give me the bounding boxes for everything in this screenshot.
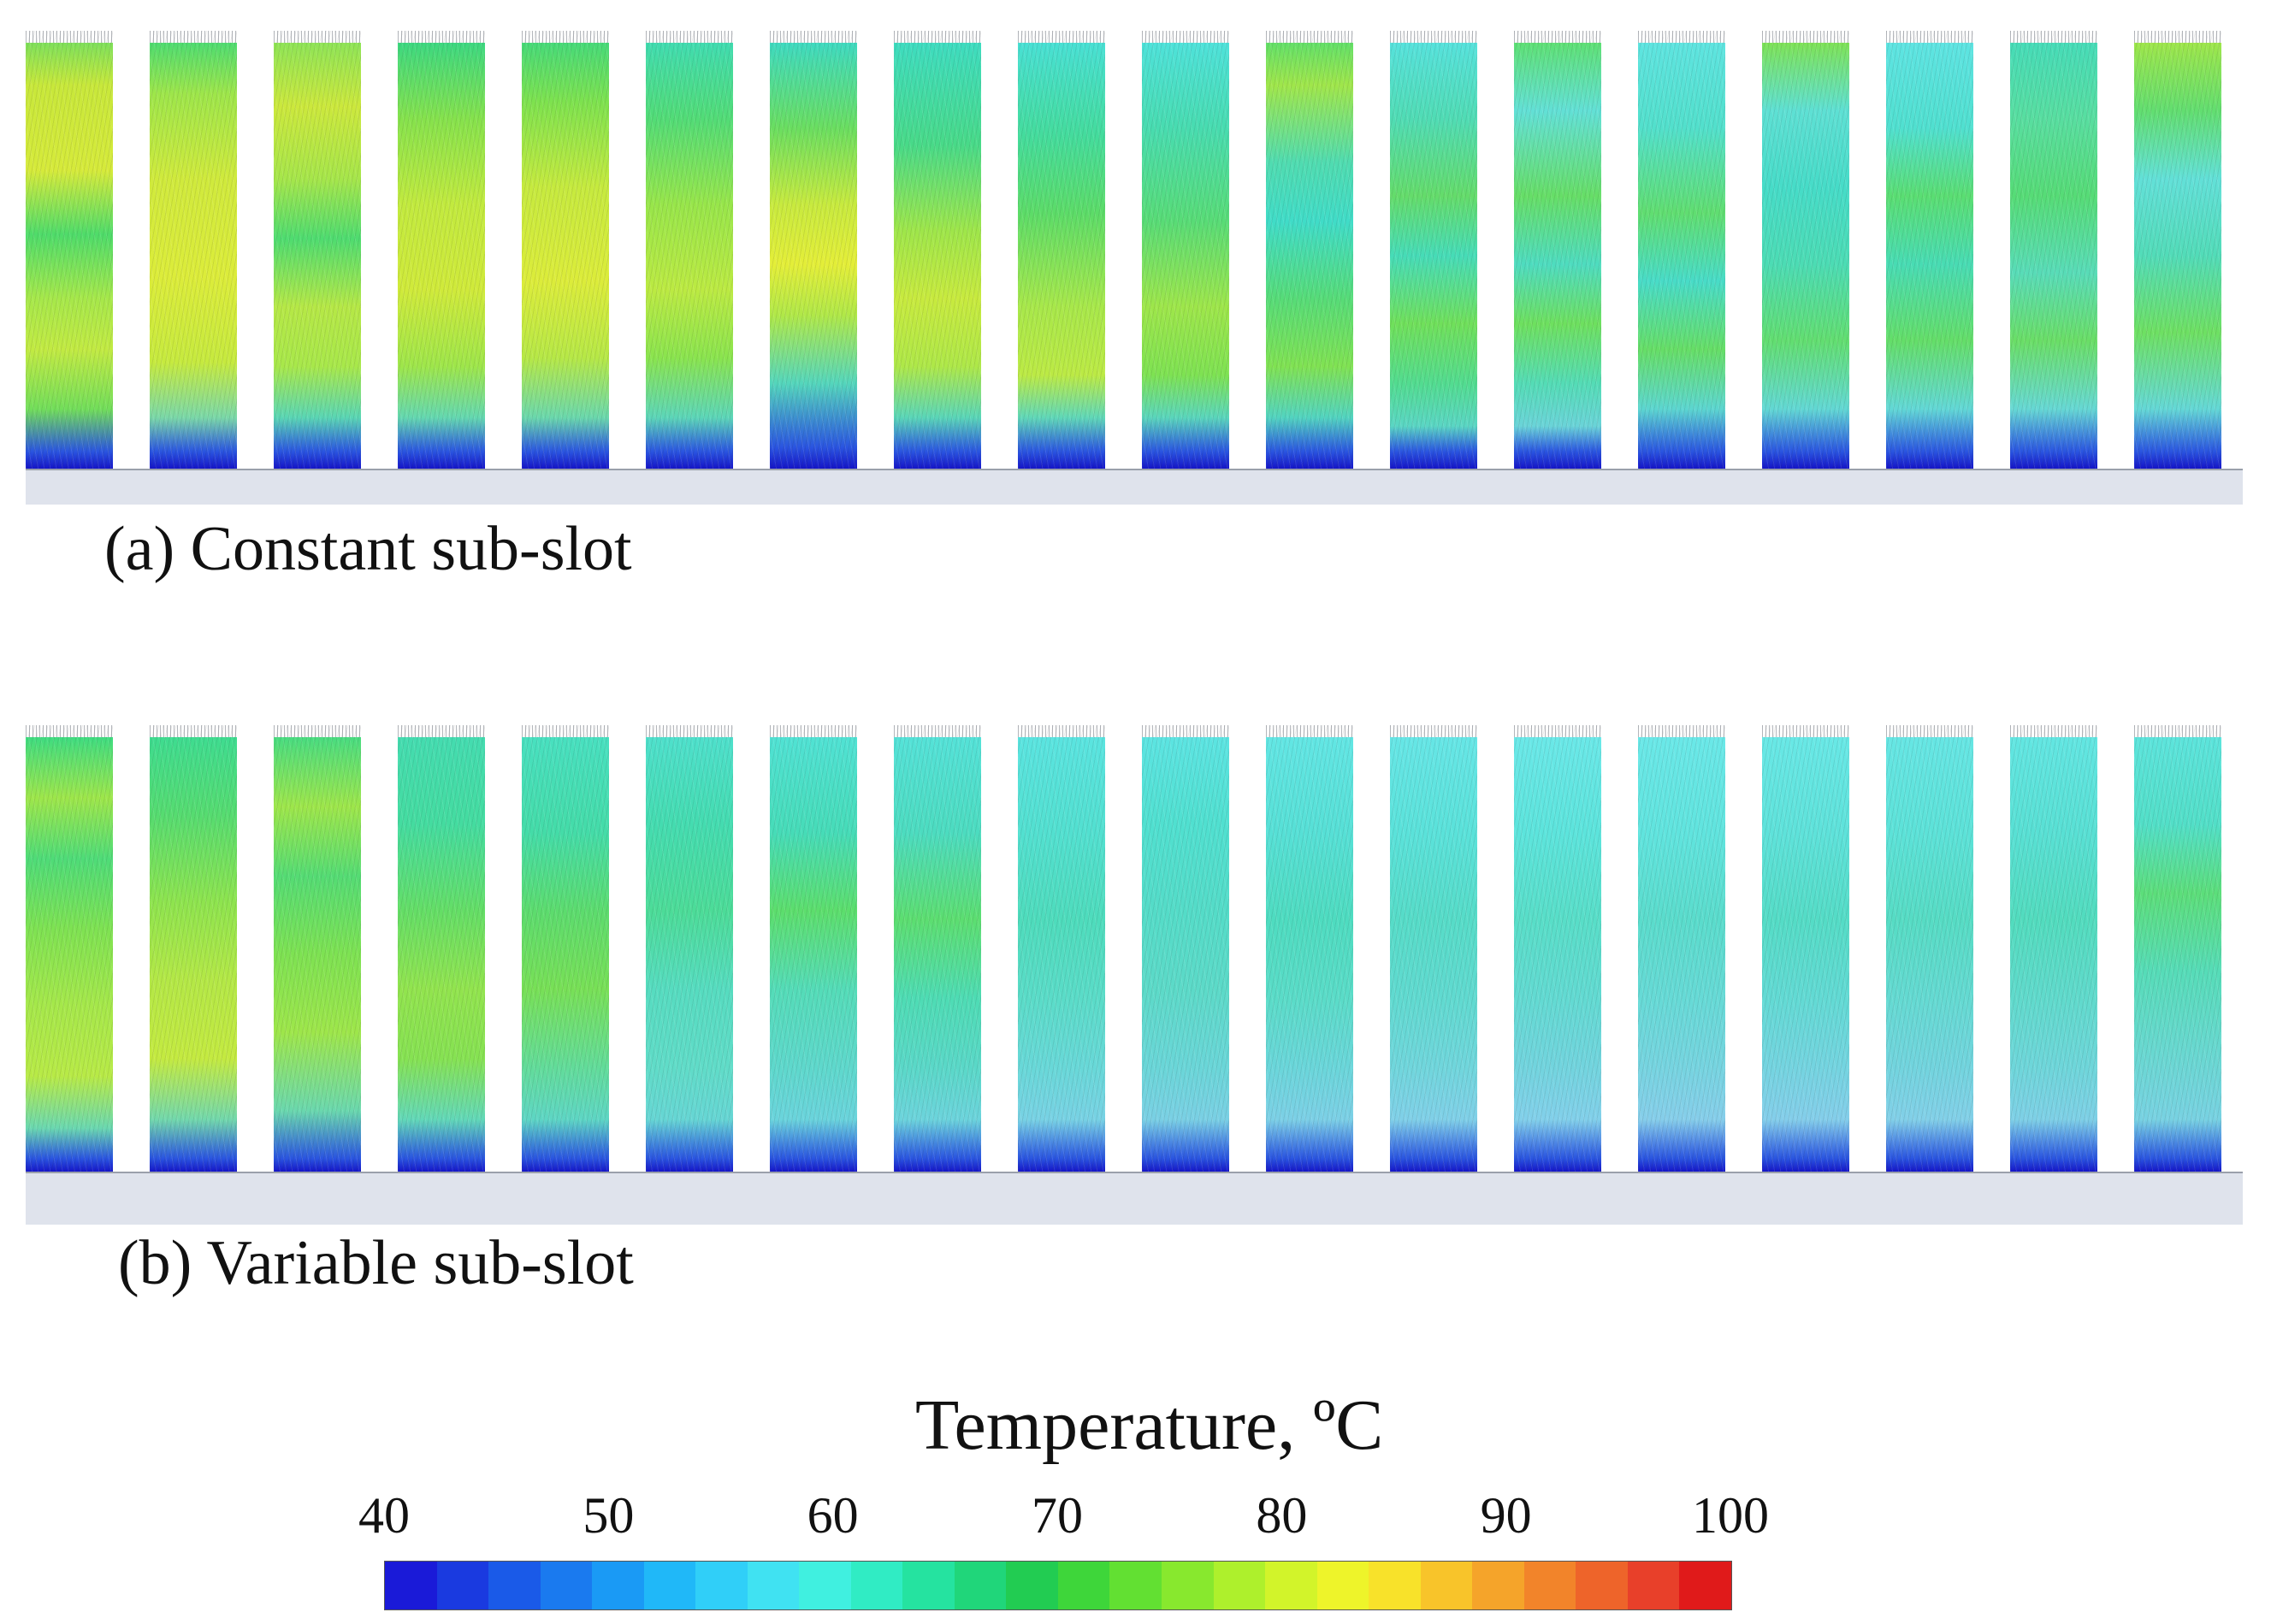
colorbar-segment bbox=[850, 1562, 903, 1609]
slot-contour bbox=[1638, 725, 1725, 1172]
colorbar-segment bbox=[1109, 1562, 1162, 1609]
colorbar-tick-label: 80 bbox=[1256, 1487, 1308, 1544]
panel-variable-subslot bbox=[26, 712, 2243, 1225]
colorbar-segment bbox=[643, 1562, 696, 1609]
colorbar-tick-label: 60 bbox=[807, 1487, 859, 1544]
slot-contour bbox=[274, 31, 361, 469]
colorbar-segment bbox=[488, 1562, 541, 1609]
floor-line bbox=[26, 469, 2243, 471]
colorbar-segment bbox=[1006, 1562, 1058, 1609]
colorbar-segment bbox=[592, 1562, 644, 1609]
slot-contour bbox=[522, 725, 609, 1172]
slot-contour bbox=[2134, 725, 2221, 1172]
slot-contour bbox=[1390, 31, 1477, 469]
colorbar-segment bbox=[1679, 1562, 1731, 1609]
colorbar-segment bbox=[436, 1562, 489, 1609]
slot-contour bbox=[646, 725, 733, 1172]
colorbar-segment bbox=[385, 1562, 437, 1609]
slot-contour bbox=[894, 725, 981, 1172]
slot-contour bbox=[1142, 31, 1229, 469]
slot-contour bbox=[1514, 31, 1601, 469]
slot-contour bbox=[2010, 725, 2097, 1172]
colorbar-segment bbox=[1057, 1562, 1110, 1609]
slot-contour bbox=[770, 725, 857, 1172]
slot-contour bbox=[1886, 725, 1973, 1172]
colorbar-tick-label: 70 bbox=[1032, 1487, 1083, 1544]
colorbar-segment bbox=[747, 1562, 800, 1609]
panel-constant-subslot bbox=[26, 17, 2243, 505]
slot-contour bbox=[770, 31, 857, 469]
slot-contour bbox=[894, 31, 981, 469]
colorbar-segment bbox=[1420, 1562, 1473, 1609]
slot-contour bbox=[1142, 725, 1229, 1172]
slot-contour bbox=[398, 725, 485, 1172]
slot-contour bbox=[1266, 31, 1353, 469]
slot-contour bbox=[2134, 31, 2221, 469]
slot-contour bbox=[1762, 31, 1849, 469]
slot-contour bbox=[646, 31, 733, 469]
colorbar-segment bbox=[695, 1562, 748, 1609]
colorbar-tick-label: 40 bbox=[358, 1487, 410, 1544]
slot-contour bbox=[150, 725, 237, 1172]
colorbar-segment bbox=[1369, 1562, 1421, 1609]
colorbar-segment bbox=[1316, 1562, 1369, 1609]
slot-contour bbox=[522, 31, 609, 469]
colorbar-segment bbox=[1627, 1562, 1680, 1609]
slot-contour bbox=[1886, 31, 1973, 469]
colorbar-tick-label: 100 bbox=[1692, 1487, 1769, 1544]
slot-contour bbox=[274, 725, 361, 1172]
floor-line bbox=[26, 1172, 2243, 1174]
temperature-colorbar bbox=[384, 1561, 1732, 1610]
colorbar-segment bbox=[954, 1562, 1007, 1609]
slot-contour bbox=[1638, 31, 1725, 469]
slot-contour bbox=[1390, 725, 1477, 1172]
slot-contour bbox=[150, 31, 237, 469]
caption-constant-subslot: (a) Constant sub-slot bbox=[104, 514, 632, 584]
slot-contour bbox=[1762, 725, 1849, 1172]
slot-contour bbox=[1018, 31, 1105, 469]
colorbar-segment bbox=[540, 1562, 593, 1609]
slot-contour bbox=[1266, 725, 1353, 1172]
base-strip bbox=[26, 1173, 2243, 1225]
slot-contour bbox=[1514, 725, 1601, 1172]
slot-contour bbox=[1018, 725, 1105, 1172]
slot-contour bbox=[2010, 31, 2097, 469]
caption-variable-subslot: (b) Variable sub-slot bbox=[118, 1228, 634, 1298]
base-strip bbox=[26, 470, 2243, 505]
slot-contour bbox=[398, 31, 485, 469]
colorbar-title: Temperature, ºC bbox=[915, 1385, 1384, 1465]
colorbar-segment bbox=[1265, 1562, 1317, 1609]
colorbar-segment bbox=[1161, 1562, 1214, 1609]
slot-contour bbox=[26, 31, 113, 469]
colorbar-segment bbox=[799, 1562, 851, 1609]
colorbar-segment bbox=[902, 1562, 955, 1609]
colorbar-segment bbox=[1523, 1562, 1576, 1609]
colorbar-segment bbox=[1576, 1562, 1628, 1609]
colorbar-segment bbox=[1472, 1562, 1524, 1609]
slot-contour bbox=[26, 725, 113, 1172]
colorbar-tick-label: 50 bbox=[583, 1487, 635, 1544]
colorbar-tick-label: 90 bbox=[1480, 1487, 1532, 1544]
colorbar-segment bbox=[1213, 1562, 1266, 1609]
